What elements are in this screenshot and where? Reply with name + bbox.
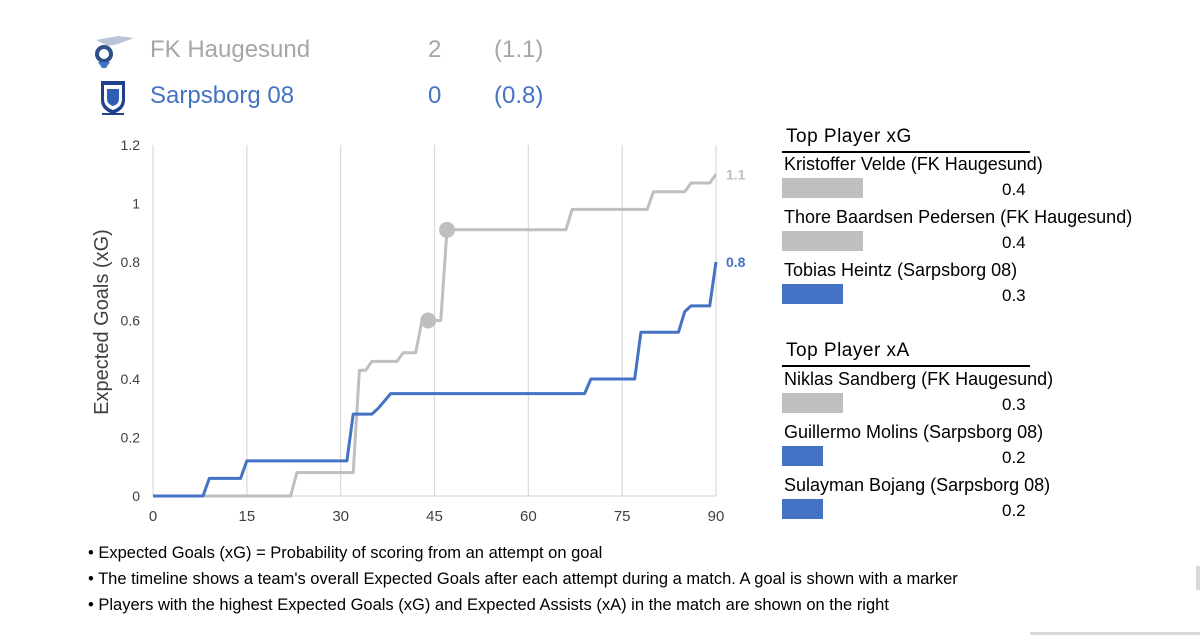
top-xa-title: Top Player xA	[786, 340, 910, 361]
top-xg-player-name: Kristoffer Velde (FK Haugesund)	[784, 154, 1043, 174]
top-xa-player-name: Niklas Sandberg (FK Haugesund)	[784, 369, 1054, 389]
x-tick-label: 45	[426, 508, 443, 525]
home-team-row: FK Haugesund 2 (1.1)	[0, 32, 600, 72]
xg-series-line	[153, 261, 718, 498]
x-tick-label: 15	[238, 508, 255, 525]
home-team-name: FK Haugesund	[150, 36, 311, 63]
x-tick-label: 30	[332, 508, 349, 525]
x-tick-label: 0	[149, 508, 157, 525]
y-tick-label: 0.2	[121, 430, 141, 446]
scrollbar-fragment	[1030, 632, 1200, 635]
y-tick-label: 0.6	[121, 313, 141, 329]
fk-haugesund-crest-icon	[95, 36, 134, 68]
footnote-top-players: • Players with the highest Expected Goal…	[88, 596, 889, 614]
top-xg-rule	[782, 151, 1030, 153]
y-tick-label: 0.8	[121, 254, 141, 270]
away-team-row: Sarpsborg 08 0 (0.8)	[0, 78, 600, 118]
x-tick-label: 60	[520, 508, 537, 525]
goal-marker	[439, 221, 456, 238]
top-xg-player-value: 0.4	[1002, 180, 1026, 199]
top-xa-player-name: Sulayman Bojang (Sarpsborg 08)	[784, 475, 1051, 495]
sarpsborg-08-crest-icon	[101, 81, 125, 115]
y-tick-label: 1.2	[121, 137, 141, 153]
top-xg-player-bar	[782, 178, 863, 198]
top-xg-player-value: 0.3	[1002, 286, 1026, 305]
top-xa-player-bar	[782, 499, 823, 519]
top-xg-player-bar	[782, 284, 843, 304]
home-team-xg: (1.1)	[494, 36, 544, 63]
y-tick-label: 1	[132, 196, 140, 212]
footnote-timeline-explanation: • The timeline shows a team's overall Ex…	[88, 570, 958, 588]
chart-series: 1.1 0.8	[153, 166, 746, 498]
x-tick-label: 75	[614, 508, 631, 525]
footnotes: • Expected Goals (xG) = Probability of s…	[88, 540, 958, 618]
chart-axes: 0 15 30 45 60 75 90 0 0.2 0.4 0.6 0.8 1 1.2	[121, 137, 725, 525]
away-team-xg: (0.8)	[494, 82, 544, 109]
top-xg-player-name: Tobias Heintz (Sarpsborg 08)	[784, 260, 1018, 280]
y-tick-label: 0.4	[121, 371, 141, 387]
x-tick-label: 90	[708, 508, 725, 525]
goal-marker	[420, 312, 437, 329]
top-xa-player-value: 0.3	[1002, 395, 1026, 414]
xg-timeline-chart: 0 15 30 45 60 75 90 0 0.2 0.4 0.6 0.8 1 1.2 1.1 0.8 Ex…	[91, 137, 746, 525]
scrollbar-fragment	[1196, 566, 1200, 590]
top-xg-player-bar	[782, 231, 863, 251]
top-xa-rule	[782, 365, 1030, 367]
y-tick-label: 0	[132, 488, 140, 504]
top-xa-player-bar	[782, 446, 823, 466]
top-player-xa-panel: Top Player xA	[782, 340, 1032, 367]
away-team-name: Sarpsborg 08	[150, 82, 295, 109]
top-xa-player-bar	[782, 393, 843, 413]
top-xa-player-value: 0.2	[1002, 448, 1026, 467]
top-xg-player-name: Thore Baardsen Pedersen (FK Haugesund)	[784, 207, 1133, 227]
top-xg-title: Top Player xG	[786, 126, 912, 147]
y-axis-label: Expected Goals (xG)	[91, 229, 113, 415]
away-team-goals: 0	[428, 82, 442, 109]
top-xa-player-name: Guillermo Molins (Sarpsborg 08)	[784, 422, 1044, 442]
top-player-xg-panel: Top Player xG	[782, 126, 1032, 153]
top-xa-player-value: 0.2	[1002, 501, 1026, 520]
series-end-label: 1.1	[726, 166, 746, 182]
top-xg-player-value: 0.4	[1002, 233, 1026, 252]
footnote-xg-definition: • Expected Goals (xG) = Probability of s…	[88, 544, 603, 562]
home-team-goals: 2	[428, 36, 442, 63]
series-end-label: 0.8	[726, 254, 746, 270]
